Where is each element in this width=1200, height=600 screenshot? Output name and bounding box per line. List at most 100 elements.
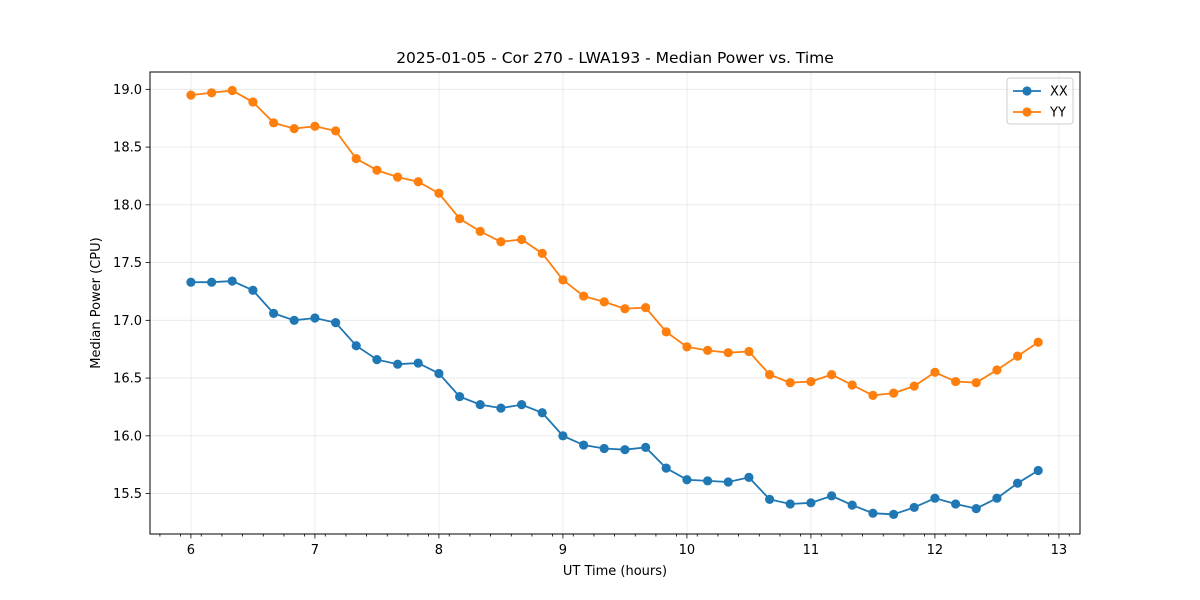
data-point-xx [909, 502, 919, 513]
data-point-xx [393, 359, 403, 369]
data-point-yy [723, 348, 733, 358]
data-point-xx [868, 508, 878, 518]
data-point-yy [951, 376, 961, 387]
chart-title: 2025-01-05 - Cor 270 - LWA193 - Median P… [396, 49, 834, 67]
data-point-yy [579, 291, 589, 301]
data-point-xx [765, 494, 775, 504]
series-yy [186, 85, 1043, 400]
y-tick-label: 17.0 [113, 314, 142, 329]
data-point-xx [289, 315, 299, 325]
grid [150, 72, 1080, 534]
data-point-xx [455, 391, 465, 402]
y-tick-label: 16.0 [113, 429, 142, 444]
data-point-yy [847, 380, 857, 390]
data-point-yy [434, 188, 444, 198]
legend-marker-yy [1022, 107, 1032, 117]
data-point-yy [868, 390, 878, 400]
y-tick-label: 15.5 [113, 487, 142, 502]
data-point-xx [331, 318, 341, 328]
data-point-xx [703, 476, 713, 486]
data-point-yy [372, 165, 382, 175]
data-point-yy [227, 85, 237, 96]
data-point-yy [393, 172, 403, 182]
data-point-xx [971, 503, 981, 514]
series-layer [186, 85, 1043, 519]
data-point-xx [951, 499, 961, 509]
legend-label-yy: YY [1049, 106, 1066, 121]
data-point-xx [1033, 465, 1043, 476]
data-point-xx [227, 276, 237, 286]
data-point-xx [517, 400, 527, 410]
x-tick-label: 10 [679, 543, 696, 558]
series-xx [186, 276, 1043, 519]
axis-ticks: 6 7 8 9 10 11 12 13 15.5 16.0 16.5 17.0 17.5 18.0 18.5… [113, 83, 1070, 558]
data-point-yy [537, 248, 547, 258]
data-point-xx [785, 499, 795, 509]
data-point-yy [558, 275, 568, 285]
x-tick-label: 7 [311, 543, 319, 558]
y-tick-label: 19.0 [113, 83, 142, 98]
data-point-xx [599, 443, 609, 454]
data-point-xx [269, 308, 279, 318]
data-point-yy [496, 237, 506, 247]
data-point-xx [992, 493, 1002, 503]
data-point-xx [186, 277, 196, 287]
data-point-yy [517, 234, 527, 245]
data-point-xx [475, 400, 485, 410]
data-point-yy [682, 342, 692, 352]
data-point-yy [703, 345, 713, 355]
data-point-yy [744, 346, 754, 357]
data-point-xx [744, 472, 754, 482]
data-point-yy [641, 303, 651, 313]
x-tick-label: 13 [1051, 543, 1068, 558]
data-point-xx [847, 500, 857, 510]
data-point-yy [620, 304, 630, 314]
y-axis-label: Median Power (CPU) [89, 237, 104, 368]
data-point-yy [289, 123, 299, 134]
plot-frame [149, 71, 1081, 535]
data-point-yy [765, 370, 775, 380]
data-point-xx [496, 403, 506, 413]
y-tick-label: 18.0 [113, 198, 142, 213]
data-point-yy [785, 378, 795, 388]
x-tick-label: 11 [803, 543, 820, 558]
data-point-xx [248, 285, 258, 295]
data-point-xx [207, 277, 217, 287]
data-point-xx [1013, 478, 1023, 488]
data-point-yy [207, 88, 217, 98]
data-point-xx [661, 463, 671, 473]
data-point-yy [310, 121, 320, 131]
series-line-yy [190, 89, 1039, 397]
data-point-yy [930, 367, 940, 377]
data-point-xx [827, 491, 837, 501]
x-tick-label: 6 [187, 543, 195, 558]
data-point-xx [930, 493, 940, 503]
data-point-yy [455, 214, 465, 224]
data-point-yy [971, 378, 981, 388]
data-point-yy [351, 154, 361, 164]
data-point-xx [723, 477, 733, 487]
x-tick-label: 12 [927, 543, 944, 558]
data-point-xx [310, 313, 320, 323]
data-point-xx [434, 368, 444, 379]
y-tick-label: 18.5 [113, 141, 142, 156]
data-point-yy [1013, 351, 1023, 361]
data-point-yy [599, 297, 609, 307]
data-point-yy [889, 388, 899, 398]
legend-label-xx: XX [1050, 85, 1068, 100]
data-point-xx [889, 509, 899, 519]
data-point-yy [331, 126, 341, 136]
data-point-xx [579, 440, 589, 450]
data-point-yy [992, 365, 1002, 375]
data-point-xx [558, 431, 568, 441]
data-point-yy [909, 381, 919, 391]
x-tick-label: 9 [559, 543, 567, 558]
data-point-yy [248, 97, 258, 107]
data-point-xx [351, 341, 361, 351]
data-point-yy [1033, 337, 1043, 347]
data-point-xx [537, 408, 547, 418]
data-point-xx [682, 475, 692, 485]
data-point-xx [413, 358, 423, 368]
data-point-xx [372, 354, 382, 365]
